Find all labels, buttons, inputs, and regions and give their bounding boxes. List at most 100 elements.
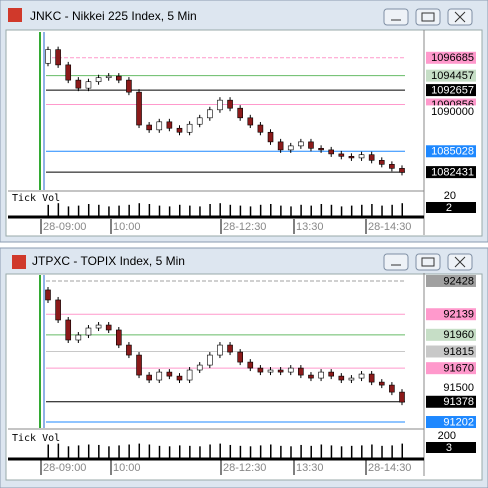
price-label-box: [426, 84, 476, 97]
volume-bar: [391, 445, 393, 458]
candle-body: [267, 369, 274, 373]
volume-bar: [300, 204, 302, 216]
volume-bar: [98, 444, 100, 458]
candle-body: [65, 319, 72, 341]
x-tick-label: 28-09:00: [43, 221, 86, 233]
price-label-box: [426, 145, 476, 158]
button-glyphs: [391, 256, 466, 268]
candle-body: [85, 327, 92, 336]
price-label-box: [426, 308, 476, 321]
volume-bar: [310, 205, 312, 216]
price-label: 91202: [443, 416, 474, 428]
candle-body: [186, 369, 193, 381]
candle-body: [176, 127, 183, 133]
volume-label-box: [426, 442, 476, 453]
volume-bar: [280, 205, 282, 216]
x-tick-label: 28-14:30: [368, 221, 411, 233]
volume-bar: [239, 205, 242, 216]
volume-bar: [320, 204, 323, 216]
minimize-button[interactable]: [383, 8, 409, 26]
candle-body: [45, 289, 51, 301]
candle-body: [318, 147, 324, 151]
x-tick-label: 28-12:30: [223, 221, 266, 233]
window-icon: [8, 8, 22, 22]
volume-bar: [128, 204, 130, 216]
volume-bar: [209, 204, 211, 216]
candle-body: [55, 299, 61, 321]
window-buttons[interactable]: [383, 8, 473, 26]
price-label-box: [426, 362, 476, 375]
volume-bar: [340, 446, 343, 458]
candle-body: [105, 75, 112, 79]
candle-body: [368, 373, 375, 383]
x-tick-label: 28-12:30: [223, 462, 266, 474]
candle-body: [318, 371, 324, 379]
candle-body: [257, 124, 264, 133]
minimize-button[interactable]: [383, 253, 409, 271]
volume-bar: [320, 444, 323, 458]
candle-body: [338, 153, 345, 157]
candle-body: [287, 367, 294, 373]
volume-bar: [371, 444, 373, 458]
price-label-box: [426, 51, 476, 64]
candle-body: [146, 124, 152, 131]
candle-body: [227, 344, 233, 353]
candle-body: [358, 154, 365, 159]
candle-body: [358, 373, 365, 379]
window-buttons[interactable]: [383, 253, 473, 271]
volume-bar: [199, 206, 201, 216]
volume-bar: [199, 446, 201, 458]
candle-body: [399, 391, 405, 403]
candle-body: [116, 329, 122, 346]
volume-bar: [259, 445, 262, 458]
price-label: 92139: [443, 309, 474, 321]
volume-bar: [330, 445, 333, 458]
candle-body: [217, 344, 223, 356]
candle-body: [85, 81, 92, 89]
volume-bar: [77, 205, 80, 216]
volume-bar: [209, 444, 211, 458]
volume-bar: [87, 444, 90, 458]
volume-bar: [158, 205, 161, 216]
volume-bar: [57, 203, 60, 216]
candle-body: [65, 64, 72, 81]
volume-bar: [189, 205, 191, 216]
price-label: 1090000: [431, 106, 474, 118]
volume-bar: [361, 445, 363, 458]
candle-body: [378, 381, 385, 386]
volume-bar: [148, 444, 151, 458]
candle-body: [348, 377, 355, 381]
volume-bar: [57, 443, 60, 458]
candle-body: [257, 367, 264, 373]
volume-bar: [77, 445, 80, 458]
candle-body: [126, 79, 132, 93]
window-icon: [12, 255, 26, 269]
x-tick-label: 28-14:30: [368, 462, 411, 474]
chart-area: [5, 273, 483, 481]
candle-body: [237, 351, 243, 363]
volume-bar: [381, 445, 383, 458]
candle-body: [126, 344, 132, 356]
candle-body: [348, 156, 355, 159]
candle-body: [389, 384, 395, 393]
x-tick-label: 10:00: [113, 462, 141, 474]
candle-body: [105, 324, 112, 331]
volume-title: Tick Vol: [12, 193, 60, 204]
price-label: 1085028: [431, 146, 474, 158]
candle-body: [389, 164, 395, 169]
volume-value-label: 3: [446, 442, 452, 454]
volume-bar: [340, 206, 343, 216]
candle-body: [237, 107, 243, 119]
price-label-box: [426, 416, 476, 429]
volume-bar: [118, 205, 120, 216]
maximize-button[interactable]: [415, 8, 441, 26]
maximize-button[interactable]: [415, 253, 441, 271]
x-tick-label: 13:30: [296, 221, 324, 233]
volume-bar: [239, 445, 242, 458]
volume-bar: [391, 204, 393, 216]
volume-bar: [219, 203, 221, 216]
candle-body: [207, 109, 213, 119]
volume-bar: [381, 205, 383, 216]
price-label: 91378: [443, 396, 474, 408]
volume-bar: [178, 204, 181, 216]
